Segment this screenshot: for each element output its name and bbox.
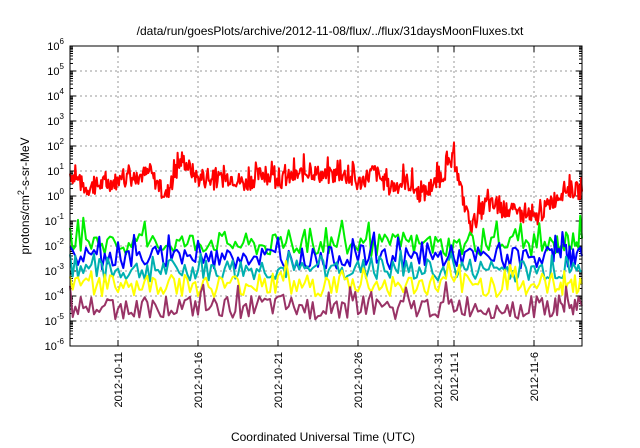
y-axis-label: protons/cm2-s-sr-MeV xyxy=(16,137,32,254)
x-tick-label: 2012-10-31 xyxy=(433,352,445,408)
y-tick-label: 105 xyxy=(47,62,64,78)
y-tick-label: 10-1 xyxy=(45,212,65,228)
y-tick-label: 102 xyxy=(47,137,64,153)
y-tick-label: 103 xyxy=(47,112,64,128)
series-line-6 xyxy=(69,281,583,321)
y-tick-label: 10-5 xyxy=(45,312,65,328)
y-tick-label: 10-6 xyxy=(45,337,65,353)
x-tick-label: 2012-10-21 xyxy=(273,352,285,408)
y-tick-label: 10-3 xyxy=(45,262,65,278)
chart-title: /data/run/goesPlots/archive/2012-11-08/f… xyxy=(137,24,524,38)
series-lines xyxy=(69,141,583,321)
x-tick-label: 2012-10-16 xyxy=(193,352,205,408)
series-line-1 xyxy=(69,141,583,236)
plot-frame xyxy=(69,45,583,347)
x-tick-label: 2012-11-1 xyxy=(449,352,461,401)
y-tick-label: 104 xyxy=(47,87,64,103)
x-tick-label: 2012-10-26 xyxy=(353,352,365,408)
series-line-2 xyxy=(69,214,583,258)
x-tick-label: 2012-10-11 xyxy=(113,352,125,407)
series-line-5 xyxy=(69,260,583,299)
y-tick-label: 101 xyxy=(47,162,64,178)
y-tick-label: 10-2 xyxy=(45,237,65,253)
y-tick-label: 10-4 xyxy=(45,287,65,303)
x-axis-label: Coordinated Universal Time (UTC) xyxy=(231,430,415,444)
y-tick-label: 106 xyxy=(47,37,64,53)
x-tick-label: 2012-11-6 xyxy=(529,352,541,401)
axis-ticks: 10-6 10-5 10-4 10-3 10-2 10-1 100 101 102 103 104 1… xyxy=(45,37,582,408)
series-line-4 xyxy=(69,249,583,283)
y-tick-label: 100 xyxy=(47,187,64,203)
